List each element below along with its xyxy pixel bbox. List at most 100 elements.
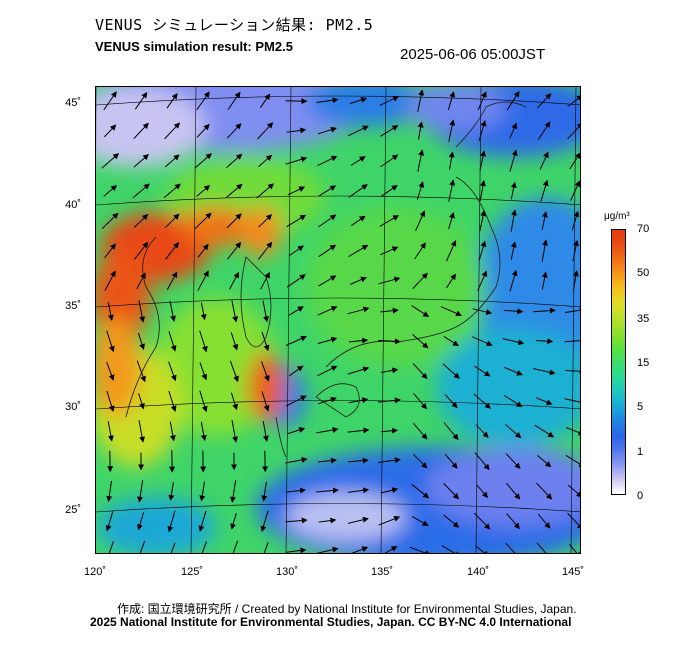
wind-arrow [349,276,367,285]
coastlines [125,101,527,458]
wind-arrow [286,547,307,553]
wind-arrow [503,308,524,315]
lat-label-35: 35˚ [65,300,81,312]
wind-arrow [200,421,207,442]
wind-arrow [317,336,338,345]
wind-arrow [137,512,144,531]
lon-label-120: 120˚ [83,566,107,578]
wind-arrow [137,332,145,350]
wind-arrow [103,184,118,197]
wind-arrow [565,307,580,314]
wind-arrow [536,482,553,500]
wind-arrow [133,122,149,139]
wind-arrow [168,481,175,501]
wind-arrow [101,153,120,169]
wind-arrow [347,487,370,494]
wind-arrow [351,546,369,553]
wind-arrow [288,245,304,257]
wind-arrow [107,421,114,442]
wind-arrow [198,510,207,532]
wind-arrow [287,186,306,196]
wind-arrow [229,360,239,383]
wind-arrow [226,153,243,169]
wind-arrow [168,331,177,352]
wind-arrow [317,155,338,167]
wind-arrow [286,214,307,228]
lon-label-125: 125˚ [180,566,204,578]
wind-arrow [411,305,430,317]
wind-arrow [106,390,115,412]
wind-arrow [258,154,273,167]
wind-arrow [199,390,208,413]
wind-arrow [474,365,491,377]
wind-arrow [567,95,580,107]
wind-arrow [348,397,369,404]
wind-arrow [417,121,424,140]
wind-arrow [134,91,148,110]
wind-arrow [316,546,339,553]
wind-arrow [378,397,401,404]
wind-arrow [230,480,237,503]
wind-arrow [509,149,518,172]
wind-arrow [227,241,242,260]
wind-arrow [347,125,369,137]
wind-arrow [479,180,486,202]
wind-arrow [316,427,339,434]
wind-arrow [443,335,459,347]
wind-arrow [411,483,430,499]
wind-arrow [412,453,428,469]
wind-arrow [348,244,369,258]
wind-arrow [571,210,580,231]
wind-arrow [194,212,212,230]
wind-arrow [347,306,370,315]
wind-arrow [286,127,307,134]
wind-arrow [230,392,238,411]
wind-arrow [537,513,551,529]
legend-tick-15: 15 [637,357,650,369]
wind-arrow [318,185,337,197]
wind-arrow [503,366,523,376]
wind-arrow [318,517,337,524]
wind-arrow [380,154,399,168]
wind-arrow [536,93,552,109]
wind-arrow [166,92,178,109]
lat-label-40: 40˚ [65,199,81,211]
wind-arrow [510,241,517,260]
wind-arrow [316,97,339,104]
wind-arrow [139,540,146,553]
wind-arrow [564,340,580,343]
lon-label-135: 135˚ [370,566,394,578]
wind-arrow [199,362,208,381]
lon-label-130: 130˚ [275,566,299,578]
wind-arrow [473,393,491,409]
wind-arrow [349,97,368,105]
graticule [96,87,580,553]
wind-arrow [443,483,460,500]
wind-arrow [138,393,145,410]
wind-arrow [348,184,368,198]
wind-arrow [541,211,548,231]
wind-arrow [347,427,370,434]
wind-arrow [380,427,398,434]
wind-arrow [257,122,274,140]
legend-tick-35: 35 [637,313,650,325]
wind-arrow [133,154,149,168]
wind-arrow [317,365,338,377]
wind-arrow [412,422,428,440]
wind-arrow [286,274,306,288]
wind-arrow [106,330,115,353]
wind-arrow [506,513,520,530]
wind-arrow [412,363,428,380]
wind-arrow [261,361,270,382]
wind-arrow [510,181,517,200]
wind-arrow [136,272,146,290]
wind-arrow [197,243,209,258]
wind-arrow [232,540,239,553]
wind-arrow [258,214,273,228]
wind-arrow [473,512,491,530]
wind-arrow [318,214,337,228]
wind-arrow [569,544,580,553]
wind-arrow [380,246,399,256]
wind-vectors [101,89,580,553]
wind-arrow [478,120,487,142]
